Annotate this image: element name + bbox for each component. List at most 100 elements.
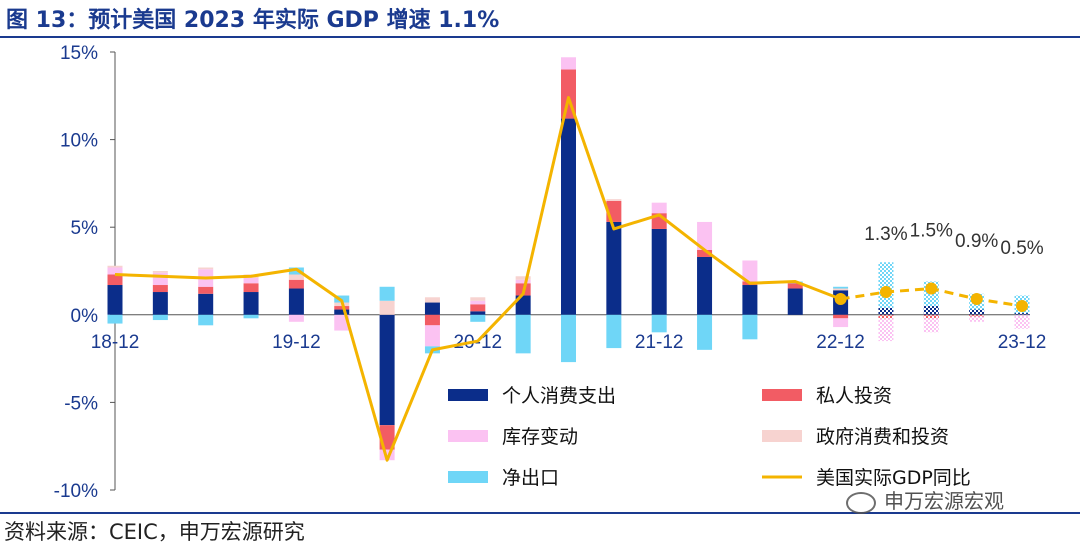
bar-government xyxy=(515,276,531,280)
bar-consumption xyxy=(334,309,350,315)
bar-inventory xyxy=(833,318,849,328)
bar-net-exports xyxy=(561,314,576,363)
bar-private-investment xyxy=(697,249,713,257)
bar-net-exports xyxy=(606,314,622,349)
bar-inventory xyxy=(424,325,440,347)
bar-net-exports xyxy=(651,314,667,333)
bar-inventory xyxy=(651,202,667,214)
bar-inventory xyxy=(107,267,123,275)
watermark: 申万宏源宏观 xyxy=(846,485,1004,514)
bar-net-exports xyxy=(470,314,486,322)
bar-inventory xyxy=(923,318,939,333)
title-divider xyxy=(0,36,1080,38)
legend-swatch-private-investment xyxy=(762,389,802,401)
y-tick-label: 5% xyxy=(71,218,99,239)
bar-private-investment xyxy=(969,314,985,317)
legend-swatch-consumption xyxy=(448,389,488,401)
bar-government xyxy=(470,297,486,301)
bar-inventory xyxy=(742,260,758,282)
x-tick-label: 21-12 xyxy=(635,332,684,353)
bar-government xyxy=(198,267,214,270)
bar-consumption xyxy=(742,285,758,315)
data-label: 1.5% xyxy=(910,221,953,242)
bar-private-investment xyxy=(424,314,440,326)
gdp-point-marker xyxy=(1016,300,1028,313)
bar-net-exports xyxy=(515,314,531,354)
bar-consumption xyxy=(288,288,304,315)
bar-consumption xyxy=(198,293,214,315)
bar-net-exports xyxy=(697,314,713,350)
y-tick-label: 0% xyxy=(71,306,99,327)
bar-net-exports xyxy=(152,314,168,321)
bar-consumption xyxy=(923,306,939,315)
bar-net-exports xyxy=(379,286,395,301)
bar-net-exports xyxy=(107,314,123,324)
footer-divider xyxy=(0,512,1080,514)
bar-consumption xyxy=(561,118,576,315)
bar-consumption xyxy=(1014,313,1030,315)
x-tick-label: 18-12 xyxy=(91,332,140,353)
bar-consumption xyxy=(697,256,713,315)
bar-government xyxy=(379,300,395,315)
legend-swatch-government xyxy=(762,430,802,442)
bar-private-investment xyxy=(334,306,350,310)
x-tick-label: 23-12 xyxy=(998,332,1047,353)
bar-government xyxy=(833,288,849,291)
bar-private-investment xyxy=(923,314,939,319)
bar-net-exports xyxy=(243,314,259,319)
legend-label: 政府消费和投资 xyxy=(816,426,949,448)
bar-private-investment xyxy=(107,274,123,286)
bar-consumption xyxy=(379,314,395,426)
legend-label: 美国实际GDP同比 xyxy=(816,467,971,489)
data-label: 0.9% xyxy=(955,231,998,252)
x-tick-label: 22-12 xyxy=(816,332,865,353)
gdp-point-marker xyxy=(925,282,938,295)
bar-consumption xyxy=(878,307,894,315)
bar-consumption xyxy=(787,288,803,315)
watermark-text: 申万宏源宏观 xyxy=(884,489,1004,513)
bar-private-investment xyxy=(470,304,486,312)
bar-consumption xyxy=(243,292,259,315)
x-tick-label: 19-12 xyxy=(272,332,321,353)
bar-consumption xyxy=(969,309,985,315)
bar-consumption xyxy=(515,295,531,315)
bar-net-exports xyxy=(198,314,214,326)
bar-inventory xyxy=(288,314,304,322)
bar-private-investment xyxy=(152,285,168,293)
bar-inventory xyxy=(878,318,894,342)
legend-label: 私人投资 xyxy=(816,385,892,407)
bar-private-investment xyxy=(833,314,849,319)
bar-government xyxy=(288,274,304,280)
data-label: 0.5% xyxy=(1000,238,1043,259)
legend-label: 净出口 xyxy=(502,467,559,489)
bar-net-exports xyxy=(742,314,758,340)
bar-consumption xyxy=(470,311,486,315)
y-tick-label: 15% xyxy=(60,43,98,64)
data-label: 1.3% xyxy=(864,224,907,245)
source-note: 资料来源：CEIC，申万宏源研究 xyxy=(4,520,305,544)
bar-inventory xyxy=(697,221,713,250)
bar-government xyxy=(606,199,622,201)
legend-swatch-net-exports xyxy=(448,471,488,483)
bar-inventory xyxy=(243,278,259,284)
figure-title: 图 13：预计美国 2023 年实际 GDP 增速 1.1% xyxy=(6,8,500,33)
bar-private-investment xyxy=(787,283,803,289)
y-tick-label: -10% xyxy=(54,481,98,502)
gdp-point-marker xyxy=(970,293,983,306)
bar-consumption xyxy=(152,292,168,315)
bar-private-investment xyxy=(288,279,304,289)
bar-inventory xyxy=(1014,314,1030,329)
legend-label: 个人消费支出 xyxy=(502,385,616,407)
bar-consumption xyxy=(424,302,440,315)
bar-consumption xyxy=(107,285,123,315)
bar-consumption xyxy=(606,221,622,315)
bar-net-exports xyxy=(878,262,894,308)
bar-private-investment xyxy=(878,314,894,319)
bar-government xyxy=(152,271,168,273)
bar-private-investment xyxy=(198,286,214,294)
bar-government xyxy=(107,265,123,268)
y-tick-label: 10% xyxy=(60,131,98,152)
gdp-point-marker xyxy=(879,286,892,299)
gdp-point-marker xyxy=(834,293,847,306)
bar-private-investment xyxy=(243,283,259,293)
